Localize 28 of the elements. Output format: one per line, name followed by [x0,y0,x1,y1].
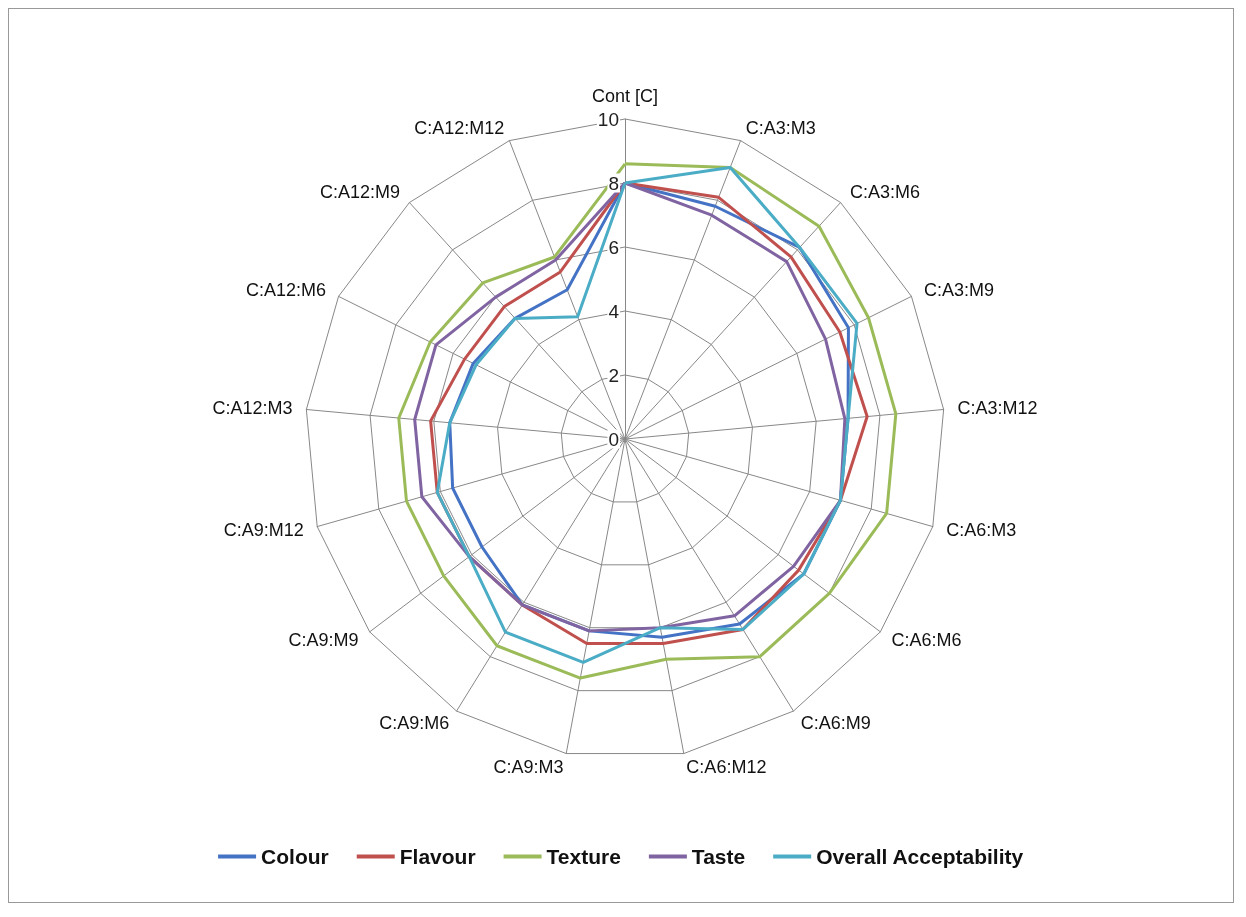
y-tick-label: 8 [608,172,619,194]
y-tick-label: 4 [608,300,620,322]
spoke-label: C:A9:M9 [288,630,359,651]
spoke-label: C:A9:M6 [379,712,450,733]
spoke-label: C:A3:M3 [745,117,816,138]
spoke-label: C:A12:M9 [319,182,400,203]
spoke-label: C:A6:M6 [891,630,962,651]
spoke-label: C:A6:M9 [800,712,871,733]
legend-label: Texture [546,845,621,868]
spoke-label: C:A6:M3 [946,520,1017,541]
y-tick-label: 0 [608,428,619,450]
spoke-label: C:A3:M12 [957,398,1038,419]
spoke-label: C:A9:M12 [223,520,304,541]
spoke-label: C:A12:M3 [212,398,293,419]
y-tick-label: 6 [608,236,619,258]
spoke-label: C:A12:M12 [414,117,505,138]
legend-label: Taste [691,845,746,868]
y-tick-label: 10 [597,108,619,130]
y-tick-label: 2 [608,364,619,386]
spoke-label: C:A3:M6 [850,182,921,203]
spoke-label: C:A12:M6 [245,280,327,301]
spoke-label: Cont [C] [591,86,659,106]
legend-label: Flavour [399,845,476,868]
spoke-label: C:A9:M3 [493,757,564,778]
legend-label: Colour [261,845,329,868]
legend-label: Overall Acceptability [816,845,1024,868]
spoke-label: C:A6:M12 [686,757,767,778]
spoke-label: C:A3:M9 [923,280,995,301]
